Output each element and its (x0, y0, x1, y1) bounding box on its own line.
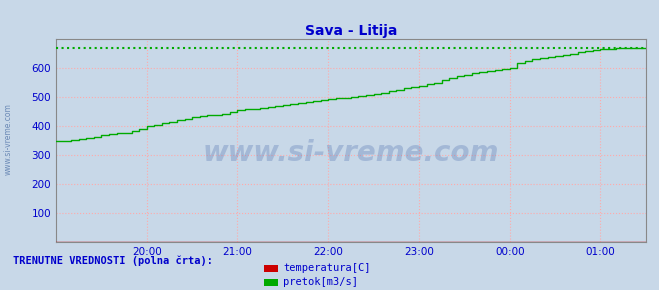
Text: pretok[m3/s]: pretok[m3/s] (283, 277, 358, 287)
Text: www.si-vreme.com: www.si-vreme.com (3, 103, 13, 175)
Text: temperatura[C]: temperatura[C] (283, 263, 371, 273)
Text: www.si-vreme.com: www.si-vreme.com (203, 139, 499, 167)
Title: Sava - Litija: Sava - Litija (304, 24, 397, 38)
Text: TRENUTNE VREDNOSTI (polna črta):: TRENUTNE VREDNOSTI (polna črta): (13, 255, 213, 266)
